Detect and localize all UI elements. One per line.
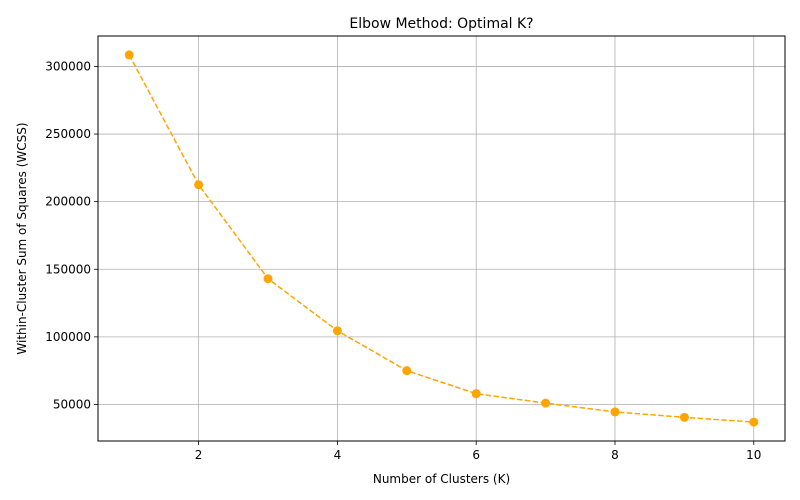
data-point: [610, 407, 620, 417]
data-point: [679, 412, 689, 422]
data-point: [749, 417, 759, 427]
data-point: [194, 180, 204, 190]
y-axis-label: Within-Cluster Sum of Squares (WCSS): [15, 122, 29, 354]
chart-title: Elbow Method: Optimal K?: [349, 16, 533, 32]
y-tick-label: 100000: [45, 330, 91, 344]
y-tick-label: 200000: [45, 195, 91, 209]
data-point: [332, 326, 342, 336]
x-tick-label: 4: [334, 448, 342, 462]
y-tick-label: 300000: [45, 59, 91, 73]
data-point: [402, 366, 412, 376]
data-point: [541, 398, 551, 408]
data-point: [263, 274, 273, 284]
ticks-layer: 2 4 6 8 10 50000 100000 150000 200000 250000 30000…: [45, 59, 761, 462]
data-point: [471, 389, 481, 399]
x-tick-label: 8: [611, 448, 619, 462]
x-tick-label: 2: [195, 448, 203, 462]
series-layer: [124, 50, 759, 427]
plot-frame: [97, 35, 786, 442]
y-tick-label: 250000: [45, 127, 91, 141]
grid: [98, 36, 785, 441]
x-axis-label: Number of Clusters (K): [373, 472, 510, 486]
series-line: [128, 54, 754, 423]
x-tick-label: 6: [472, 448, 480, 462]
y-tick-label: 150000: [45, 262, 91, 276]
y-tick-label: 50000: [53, 397, 91, 411]
x-tick-label: 10: [746, 448, 761, 462]
data-point: [124, 50, 134, 60]
